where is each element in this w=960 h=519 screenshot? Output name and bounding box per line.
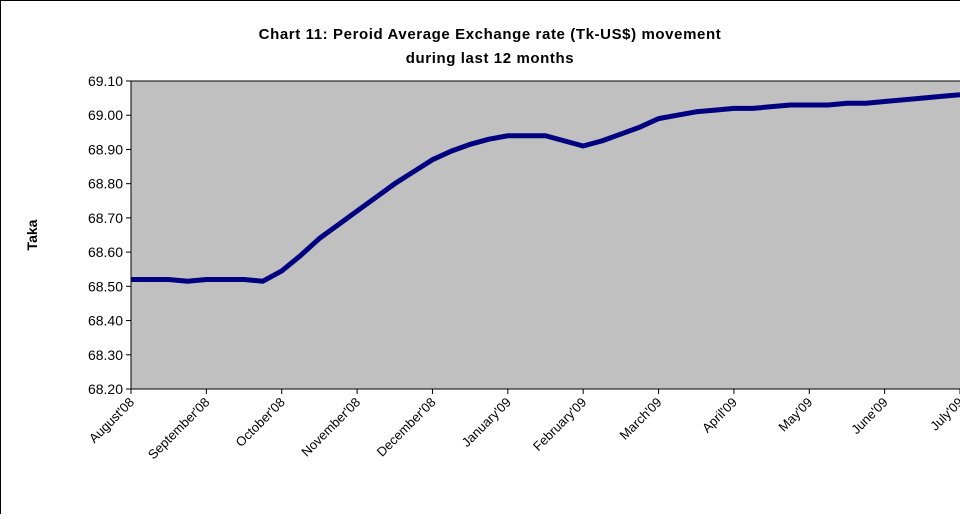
- y-tick-label: 68.90: [88, 141, 123, 157]
- y-tick-label: 69.00: [88, 107, 123, 123]
- y-tick-label: 68.80: [88, 176, 123, 192]
- chart-title: during last 12 months: [406, 50, 574, 67]
- y-tick-label: 68.60: [88, 244, 123, 260]
- y-tick-label: 69.10: [88, 73, 123, 89]
- plot-area: [131, 81, 960, 389]
- y-tick-label: 68.70: [88, 210, 123, 226]
- y-tick-label: 68.20: [88, 381, 123, 397]
- chart-title: Chart 11: Peroid Average Exchange rate (…: [259, 26, 722, 43]
- y-axis-label: Taka: [24, 219, 40, 250]
- y-tick-label: 68.50: [88, 278, 123, 294]
- y-tick-label: 68.30: [88, 347, 123, 363]
- y-tick-label: 68.40: [88, 313, 123, 329]
